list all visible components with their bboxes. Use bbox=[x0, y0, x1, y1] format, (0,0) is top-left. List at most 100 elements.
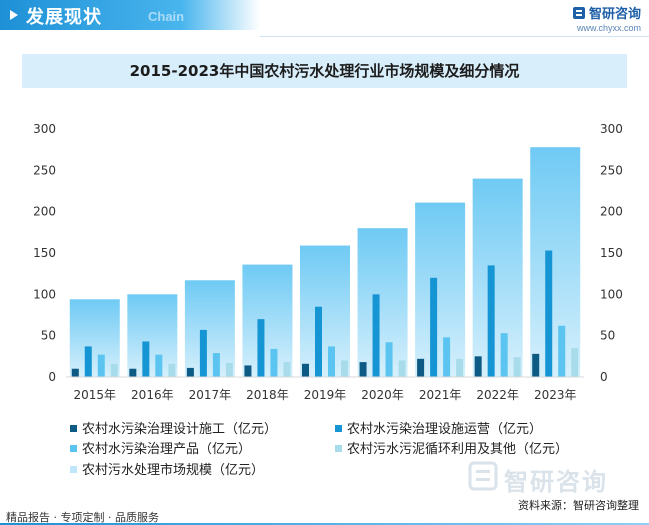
bar-total-3 bbox=[184, 280, 235, 377]
bar-series1-1 bbox=[71, 368, 79, 377]
footer-bar bbox=[0, 523, 649, 525]
bar-total-5 bbox=[300, 245, 350, 377]
watermark-text: 智研咨询 bbox=[504, 468, 608, 496]
source-note: 资料来源：智研咨询整理 bbox=[518, 499, 639, 512]
chart-title-bar: 2015-2023年中国农村污水处理行业市场规模及细分情况 bbox=[22, 54, 627, 88]
y-tick-label-right: 300 bbox=[600, 122, 623, 136]
y-tick-label-left: 150 bbox=[33, 246, 56, 260]
legend-label: 农村污水污泥循环利用及其他（亿元） bbox=[347, 442, 569, 457]
bar-series3-1 bbox=[97, 354, 105, 377]
footer: 精品报告 · 专项定制 · 品质服务 bbox=[0, 506, 649, 525]
legend-swatch bbox=[70, 445, 77, 452]
bar-series3-3 bbox=[212, 353, 220, 377]
bar-total-8 bbox=[472, 178, 523, 377]
bar-series2-6 bbox=[372, 294, 380, 377]
bar-series3-5 bbox=[328, 346, 335, 377]
bar-series1-6 bbox=[359, 362, 367, 377]
y-tick-label-right: 50 bbox=[600, 329, 615, 343]
bar-series3-6 bbox=[385, 342, 393, 377]
brand-url: www.chyxx.com bbox=[576, 23, 641, 33]
bar-series1-8 bbox=[474, 356, 482, 377]
legend-swatch bbox=[70, 425, 77, 432]
legend-item: 农村污水处理市场规模（亿元） bbox=[70, 459, 264, 478]
y-tick-label-left: 300 bbox=[33, 122, 56, 136]
bar-series2-9 bbox=[545, 250, 553, 377]
bar-series3-7 bbox=[443, 337, 451, 377]
x-tick-label: 2019年 bbox=[304, 388, 347, 402]
bar-series3-2 bbox=[155, 354, 163, 377]
header-banner bbox=[0, 0, 260, 30]
bar-series4-7 bbox=[456, 358, 464, 377]
x-tick-label: 2018年 bbox=[246, 388, 289, 402]
legend-item: 农村水污染治理产品（亿元） bbox=[70, 438, 251, 457]
x-tick-label: 2016年 bbox=[131, 388, 174, 402]
bar-series4-4 bbox=[283, 362, 291, 377]
bar-series4-8 bbox=[513, 357, 521, 377]
bar-series2-8 bbox=[487, 265, 495, 377]
brand-name: 智研咨询 bbox=[588, 7, 641, 22]
bar-series4-2 bbox=[168, 363, 176, 377]
bar-series4-3 bbox=[225, 362, 233, 377]
x-tick-label: 2017年 bbox=[189, 388, 232, 402]
bar-series4-5 bbox=[341, 360, 348, 377]
bar-series2-1 bbox=[84, 346, 92, 377]
legend-label: 农村水污染治理设施运营（亿元） bbox=[347, 422, 543, 437]
legend-label: 农村水污染治理产品（亿元） bbox=[82, 442, 252, 457]
bar-series3-9 bbox=[558, 325, 566, 377]
bar-series4-6 bbox=[398, 360, 406, 377]
y-tick-label-left: 50 bbox=[41, 329, 56, 343]
bar-series1-5 bbox=[302, 363, 309, 377]
bar-series3-4 bbox=[270, 348, 278, 377]
legend-label: 农村水污染治理设计施工（亿元） bbox=[82, 422, 278, 437]
x-tick-label: 2023年 bbox=[534, 388, 577, 402]
bar-series1-7 bbox=[417, 358, 425, 377]
footer-text: 精品报告 · 专项定制 · 品质服务 bbox=[6, 511, 159, 524]
x-tick-label: 2022年 bbox=[476, 388, 519, 402]
bar-series1-4 bbox=[244, 365, 252, 377]
chart-title: 2015-2023年中国农村污水处理行业市场规模及细分情况 bbox=[129, 62, 520, 80]
bar-series2-3 bbox=[199, 329, 207, 377]
y-tick-label-right: 0 bbox=[600, 370, 608, 384]
bar-total-6 bbox=[357, 228, 408, 377]
bar-chart: 0 0 50 50 100 100 150 150 200 200 250 250 300 300 2015… bbox=[33, 122, 623, 402]
x-tick-label: 2021年 bbox=[419, 388, 462, 402]
watermark-logo-icon bbox=[468, 461, 498, 491]
arrow-icon bbox=[10, 10, 18, 20]
bar-series1-3 bbox=[186, 367, 194, 377]
legend-swatch bbox=[335, 425, 342, 432]
y-tick-label-left: 200 bbox=[33, 205, 56, 219]
header-divider bbox=[260, 36, 649, 37]
legend-swatch bbox=[70, 466, 77, 473]
bar-total-2 bbox=[127, 294, 178, 377]
legend-item: 农村污水污泥循环利用及其他（亿元） bbox=[335, 438, 568, 457]
x-tick-label: 2015年 bbox=[74, 388, 117, 402]
bar-series2-4 bbox=[257, 319, 265, 377]
section-title: 发展现状 bbox=[26, 7, 102, 28]
bar-series2-2 bbox=[142, 341, 150, 377]
y-tick-label-left: 250 bbox=[33, 163, 56, 177]
bar-total-7 bbox=[415, 202, 466, 377]
y-tick-label-right: 150 bbox=[600, 246, 623, 260]
y-tick-label-right: 250 bbox=[600, 163, 623, 177]
y-tick-label-left: 0 bbox=[48, 370, 56, 384]
section-subtitle: Chain bbox=[148, 9, 185, 24]
bar-series4-1 bbox=[110, 363, 118, 377]
bar-series3-8 bbox=[500, 333, 508, 377]
bar-series4-9 bbox=[571, 348, 579, 377]
legend-item: 农村水污染治理设计施工（亿元） bbox=[70, 418, 277, 437]
legend-label: 农村污水处理市场规模（亿元） bbox=[82, 463, 265, 478]
x-tick-label: 2020年 bbox=[361, 388, 404, 402]
brand-logo-icon bbox=[572, 7, 585, 19]
legend-item: 农村水污染治理设施运营（亿元） bbox=[335, 418, 542, 437]
bar-series2-7 bbox=[430, 277, 438, 377]
legend-swatch bbox=[335, 445, 342, 452]
bar-total-9 bbox=[530, 147, 581, 377]
bar-total-4 bbox=[242, 264, 293, 377]
y-tick-label-left: 100 bbox=[33, 287, 56, 301]
watermark: 智研咨询 bbox=[468, 460, 638, 496]
y-tick-label-right: 200 bbox=[600, 205, 623, 219]
header: 发展现状 Chain 智研咨询 www.chyxx.com bbox=[0, 0, 649, 37]
y-tick-label-right: 100 bbox=[600, 287, 623, 301]
bar-series2-5 bbox=[315, 306, 322, 377]
bar-series1-9 bbox=[532, 353, 540, 377]
